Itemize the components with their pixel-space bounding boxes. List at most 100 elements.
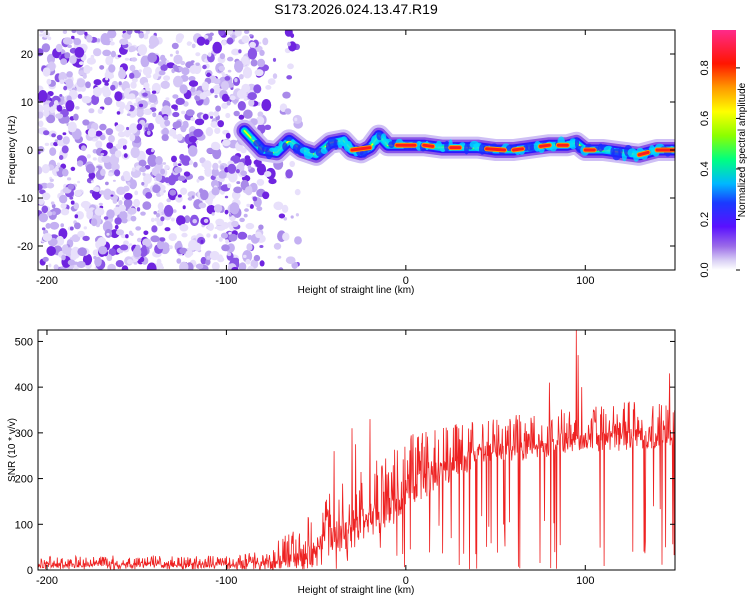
noise-cell <box>125 133 130 138</box>
noise-cell <box>105 77 109 81</box>
noise-cell <box>188 76 196 82</box>
noise-cell <box>221 93 230 102</box>
noise-cell <box>46 182 55 189</box>
noise-cell <box>44 142 50 146</box>
noise-cell <box>126 113 131 116</box>
noise-cell <box>76 261 86 268</box>
noise-cell <box>42 256 49 262</box>
noise-cell <box>129 133 136 142</box>
noise-cell <box>295 213 299 217</box>
noise-cell <box>157 182 163 187</box>
noise-cell <box>253 254 261 262</box>
noise-cell <box>162 127 169 136</box>
noise-cell <box>71 30 77 34</box>
noise-cell <box>167 175 176 186</box>
noise-cell <box>76 30 86 36</box>
noise-cell <box>145 127 149 131</box>
noise-cell <box>205 127 214 137</box>
y-tick-label: 300 <box>15 428 33 440</box>
noise-cell <box>77 247 87 257</box>
colorbar-tick-label: 0.0 <box>699 262 711 277</box>
noise-cell <box>218 170 227 179</box>
noise-cell <box>100 33 110 45</box>
noise-cell <box>265 85 272 90</box>
noise-cell <box>103 216 109 220</box>
noise-cell <box>160 54 166 62</box>
noise-cell <box>247 165 252 170</box>
noise-cell <box>151 90 157 94</box>
noise-cell <box>146 130 151 136</box>
noise-cell <box>134 190 139 196</box>
noise-cell <box>119 38 129 45</box>
noise-cell <box>51 133 56 138</box>
noise-cell <box>159 237 166 242</box>
noise-cell <box>221 244 230 252</box>
noise-cell <box>243 254 247 258</box>
noise-cell <box>244 158 252 167</box>
noise-cell <box>189 160 193 165</box>
noise-cell <box>187 197 193 201</box>
noise-cell <box>55 235 65 246</box>
noise-cell <box>143 82 150 89</box>
noise-cell <box>129 64 136 72</box>
noise-cell <box>157 61 164 66</box>
noise-cell <box>213 78 221 85</box>
noise-cell <box>240 170 248 176</box>
noise-cell <box>169 245 173 250</box>
noise-cell <box>127 181 131 186</box>
noise-cell <box>98 245 108 255</box>
noise-cell <box>38 48 44 57</box>
noise-cell <box>180 60 186 66</box>
noise-cell <box>177 175 186 181</box>
noise-cell <box>244 30 250 34</box>
noise-cell <box>259 49 265 57</box>
noise-cell <box>245 258 251 265</box>
noise-cell <box>67 183 75 190</box>
ridge-peak <box>538 143 551 148</box>
noise-cell <box>242 67 253 79</box>
noise-cell <box>227 243 235 253</box>
noise-cell <box>90 180 94 183</box>
noise-cell <box>147 52 158 63</box>
colorbar-ticks: 0.0 0.2 0.4 0.6 0.8 <box>699 60 740 278</box>
noise-cell <box>43 109 50 118</box>
noise-cell <box>152 112 157 118</box>
noise-cell <box>160 216 165 222</box>
noise-cell <box>243 109 253 119</box>
noise-cell <box>175 50 179 55</box>
noise-cell <box>188 145 198 157</box>
noise-cell <box>38 151 41 155</box>
noise-cell <box>213 204 223 213</box>
noise-cell <box>59 155 64 160</box>
noise-cell <box>185 250 194 257</box>
noise-cell <box>212 41 222 54</box>
noise-cell <box>249 204 254 209</box>
noise-cell <box>207 72 211 75</box>
snr-plot-area <box>38 330 675 570</box>
noise-cell <box>142 238 152 247</box>
noise-cell <box>126 126 130 131</box>
noise-cell <box>143 33 149 40</box>
noise-cell <box>81 96 92 104</box>
noise-cell <box>142 66 152 76</box>
noise-cell <box>53 100 59 106</box>
colorbar: 0.0 0.2 0.4 0.6 0.8 Normalized spectral ampl… <box>699 30 748 278</box>
noise-cell <box>84 31 88 36</box>
noise-cell <box>53 264 59 270</box>
noise-cell <box>222 139 231 147</box>
noise-cell <box>67 44 72 49</box>
noise-cell <box>69 226 74 231</box>
noise-cell <box>152 73 159 80</box>
noise-cell <box>119 101 126 110</box>
noise-cell <box>285 169 293 179</box>
noise-cell <box>200 239 204 244</box>
noise-cell <box>106 209 115 219</box>
noise-cell <box>210 88 215 94</box>
noise-cell <box>237 101 246 111</box>
noise-cell <box>137 44 148 56</box>
noise-cell <box>138 32 145 39</box>
noise-cell <box>206 147 214 154</box>
noise-cell <box>241 35 250 44</box>
noise-cell <box>51 203 56 209</box>
noise-cell <box>272 57 277 62</box>
